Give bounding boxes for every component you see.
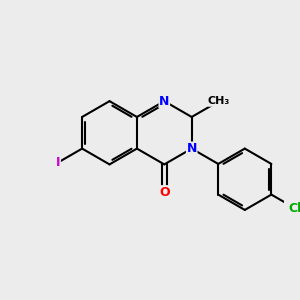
Text: Cl: Cl bbox=[288, 202, 300, 214]
Text: N: N bbox=[187, 142, 197, 155]
Text: N: N bbox=[159, 95, 169, 108]
Text: O: O bbox=[159, 186, 169, 199]
Text: I: I bbox=[56, 156, 60, 169]
Text: CH₃: CH₃ bbox=[208, 96, 230, 106]
